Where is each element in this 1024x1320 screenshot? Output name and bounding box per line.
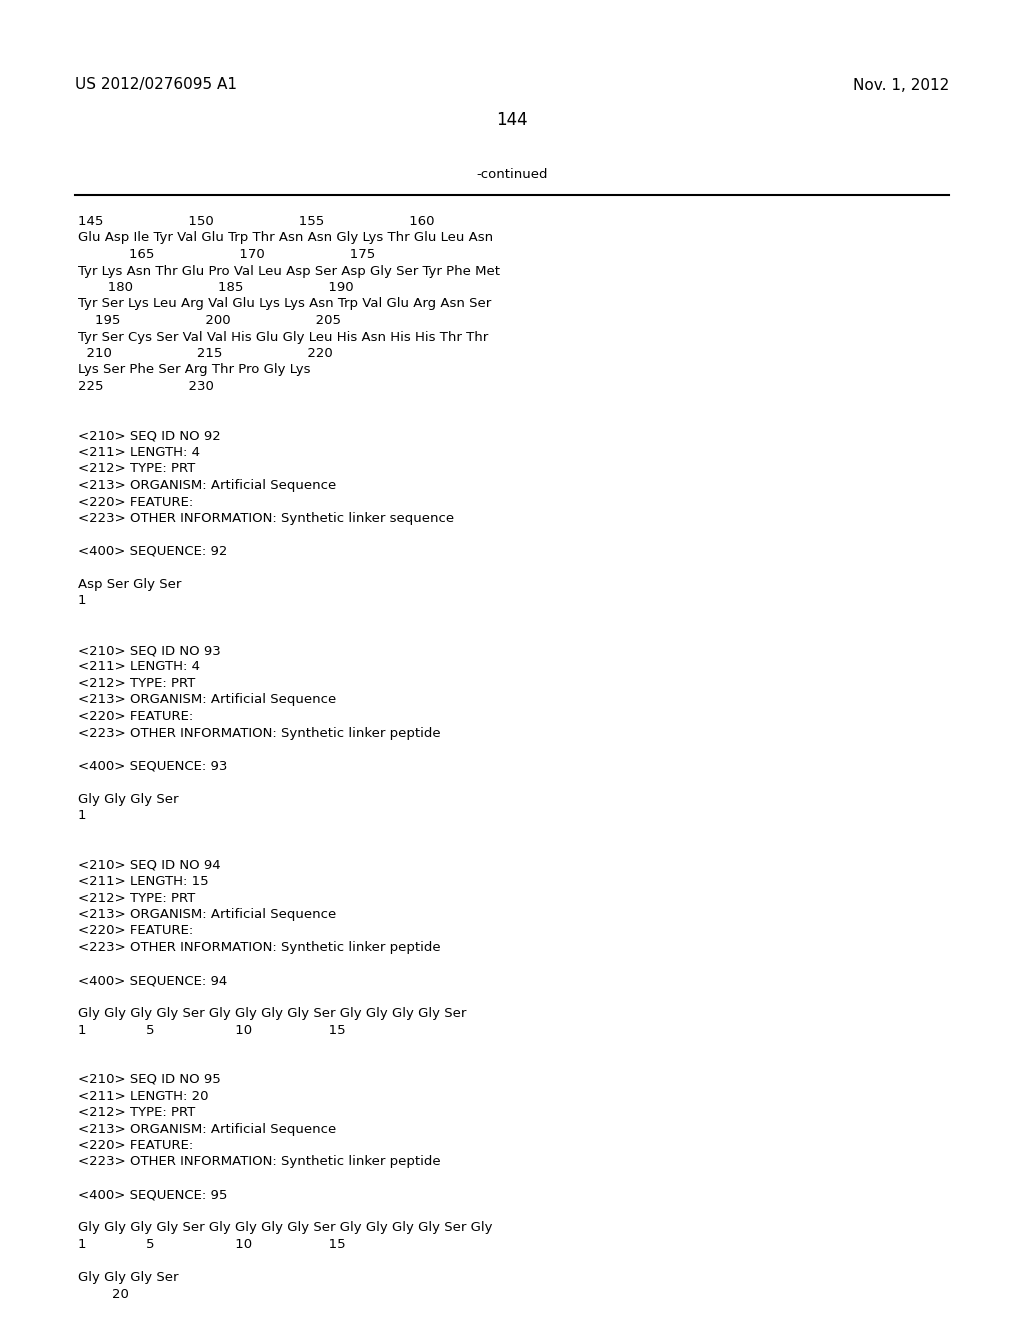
Text: 145                    150                    155                    160: 145 150 155 160 xyxy=(78,215,434,228)
Text: Tyr Lys Asn Thr Glu Pro Val Leu Asp Ser Asp Gly Ser Tyr Phe Met: Tyr Lys Asn Thr Glu Pro Val Leu Asp Ser … xyxy=(78,264,500,277)
Text: <400> SEQUENCE: 94: <400> SEQUENCE: 94 xyxy=(78,974,227,987)
Text: <212> TYPE: PRT: <212> TYPE: PRT xyxy=(78,677,196,690)
Text: Asp Ser Gly Ser: Asp Ser Gly Ser xyxy=(78,578,181,591)
Text: 1              5                   10                  15: 1 5 10 15 xyxy=(78,1023,346,1036)
Text: <223> OTHER INFORMATION: Synthetic linker peptide: <223> OTHER INFORMATION: Synthetic linke… xyxy=(78,941,440,954)
Text: <400> SEQUENCE: 95: <400> SEQUENCE: 95 xyxy=(78,1188,227,1201)
Text: 1: 1 xyxy=(78,809,86,822)
Text: <400> SEQUENCE: 93: <400> SEQUENCE: 93 xyxy=(78,759,227,772)
Text: US 2012/0276095 A1: US 2012/0276095 A1 xyxy=(75,78,237,92)
Text: Gly Gly Gly Ser: Gly Gly Gly Ser xyxy=(78,1271,178,1284)
Text: <223> OTHER INFORMATION: Synthetic linker peptide: <223> OTHER INFORMATION: Synthetic linke… xyxy=(78,1155,440,1168)
Text: <212> TYPE: PRT: <212> TYPE: PRT xyxy=(78,1106,196,1119)
Text: 1              5                   10                  15: 1 5 10 15 xyxy=(78,1238,346,1251)
Text: <212> TYPE: PRT: <212> TYPE: PRT xyxy=(78,462,196,475)
Text: <220> FEATURE:: <220> FEATURE: xyxy=(78,495,194,508)
Text: Tyr Ser Lys Leu Arg Val Glu Lys Lys Asn Trp Val Glu Arg Asn Ser: Tyr Ser Lys Leu Arg Val Glu Lys Lys Asn … xyxy=(78,297,492,310)
Text: <211> LENGTH: 4: <211> LENGTH: 4 xyxy=(78,660,200,673)
Text: Gly Gly Gly Ser: Gly Gly Gly Ser xyxy=(78,792,178,805)
Text: 225                    230: 225 230 xyxy=(78,380,214,393)
Text: <400> SEQUENCE: 92: <400> SEQUENCE: 92 xyxy=(78,545,227,558)
Text: 210                    215                    220: 210 215 220 xyxy=(78,347,333,360)
Text: <211> LENGTH: 4: <211> LENGTH: 4 xyxy=(78,446,200,459)
Text: <213> ORGANISM: Artificial Sequence: <213> ORGANISM: Artificial Sequence xyxy=(78,1122,336,1135)
Text: <210> SEQ ID NO 93: <210> SEQ ID NO 93 xyxy=(78,644,221,657)
Text: Lys Ser Phe Ser Arg Thr Pro Gly Lys: Lys Ser Phe Ser Arg Thr Pro Gly Lys xyxy=(78,363,310,376)
Text: 165                    170                    175: 165 170 175 xyxy=(78,248,375,261)
Text: <213> ORGANISM: Artificial Sequence: <213> ORGANISM: Artificial Sequence xyxy=(78,693,336,706)
Text: Gly Gly Gly Gly Ser Gly Gly Gly Gly Ser Gly Gly Gly Gly Ser: Gly Gly Gly Gly Ser Gly Gly Gly Gly Ser … xyxy=(78,1007,466,1020)
Text: Nov. 1, 2012: Nov. 1, 2012 xyxy=(853,78,949,92)
Text: <210> SEQ ID NO 95: <210> SEQ ID NO 95 xyxy=(78,1073,221,1086)
Text: <211> LENGTH: 15: <211> LENGTH: 15 xyxy=(78,875,209,888)
Text: Tyr Ser Cys Ser Val Val His Glu Gly Leu His Asn His His Thr Thr: Tyr Ser Cys Ser Val Val His Glu Gly Leu … xyxy=(78,330,488,343)
Text: <220> FEATURE:: <220> FEATURE: xyxy=(78,710,194,723)
Text: <210> SEQ ID NO 94: <210> SEQ ID NO 94 xyxy=(78,858,220,871)
Text: <220> FEATURE:: <220> FEATURE: xyxy=(78,924,194,937)
Text: <223> OTHER INFORMATION: Synthetic linker peptide: <223> OTHER INFORMATION: Synthetic linke… xyxy=(78,726,440,739)
Text: 1: 1 xyxy=(78,594,86,607)
Text: Glu Asp Ile Tyr Val Glu Trp Thr Asn Asn Gly Lys Thr Glu Leu Asn: Glu Asp Ile Tyr Val Glu Trp Thr Asn Asn … xyxy=(78,231,494,244)
Text: -continued: -continued xyxy=(476,169,548,181)
Text: 20: 20 xyxy=(78,1287,129,1300)
Text: <220> FEATURE:: <220> FEATURE: xyxy=(78,1139,194,1152)
Text: <213> ORGANISM: Artificial Sequence: <213> ORGANISM: Artificial Sequence xyxy=(78,908,336,921)
Text: <211> LENGTH: 20: <211> LENGTH: 20 xyxy=(78,1089,209,1102)
Text: Gly Gly Gly Gly Ser Gly Gly Gly Gly Ser Gly Gly Gly Gly Ser Gly: Gly Gly Gly Gly Ser Gly Gly Gly Gly Ser … xyxy=(78,1221,493,1234)
Text: <213> ORGANISM: Artificial Sequence: <213> ORGANISM: Artificial Sequence xyxy=(78,479,336,492)
Text: 180                    185                    190: 180 185 190 xyxy=(78,281,353,294)
Text: <210> SEQ ID NO 92: <210> SEQ ID NO 92 xyxy=(78,429,221,442)
Text: <223> OTHER INFORMATION: Synthetic linker sequence: <223> OTHER INFORMATION: Synthetic linke… xyxy=(78,512,454,525)
Text: <212> TYPE: PRT: <212> TYPE: PRT xyxy=(78,891,196,904)
Text: 195                    200                    205: 195 200 205 xyxy=(78,314,341,327)
Text: 144: 144 xyxy=(497,111,527,129)
